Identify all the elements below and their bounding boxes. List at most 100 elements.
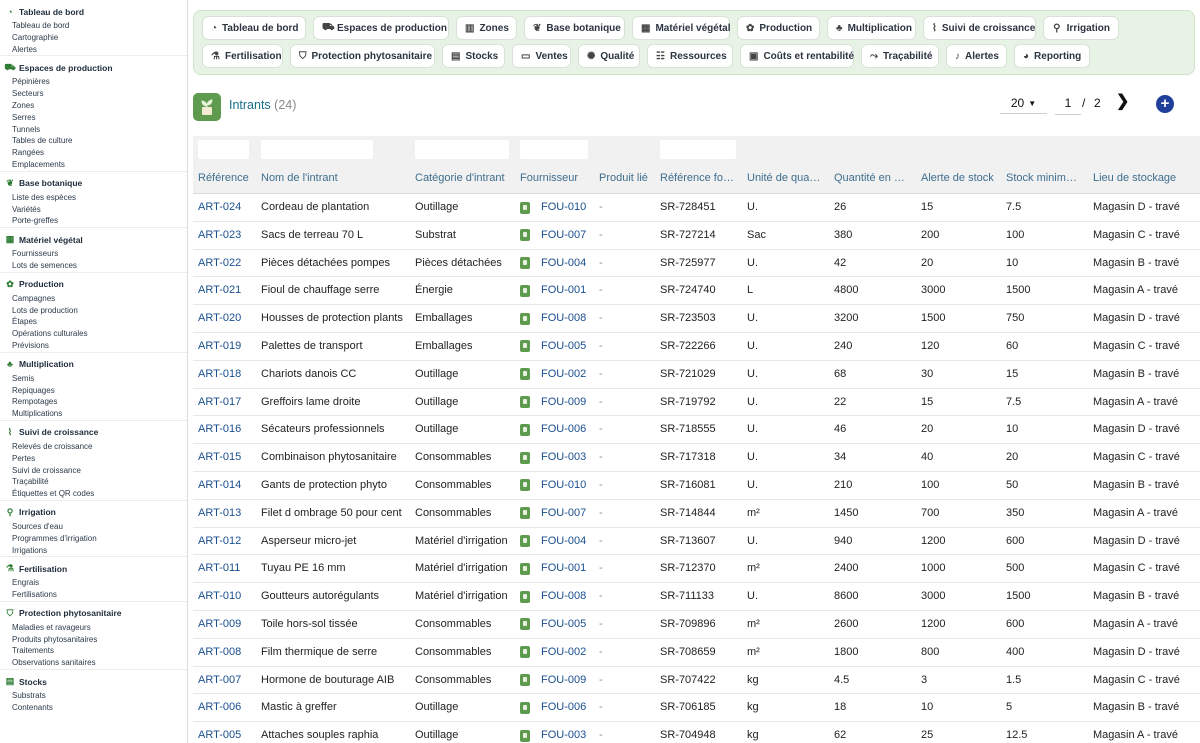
supplier-link[interactable]: FOU-009 bbox=[520, 667, 598, 694]
sidebar-section-header[interactable]: ⚲ Irrigation bbox=[0, 504, 187, 521]
supplier-link[interactable]: FOU-003 bbox=[520, 722, 598, 743]
table-row[interactable]: ART-012 Asperseur micro-jet Matériel d'irr… bbox=[193, 528, 1200, 556]
sidebar-item[interactable]: Substrats bbox=[12, 691, 46, 701]
sidebar-item[interactable]: Programmes d'irrigation bbox=[12, 533, 97, 543]
supplier-link[interactable]: FOU-001 bbox=[520, 555, 598, 582]
sidebar-item[interactable]: Lots de semences bbox=[12, 260, 77, 270]
sidebar-section-header[interactable]: ⌇ Suivi de croissance bbox=[0, 424, 187, 441]
sidebar-section-header[interactable]: ◔ Tableau de bord bbox=[0, 3, 187, 20]
table-row[interactable]: ART-005 Attaches souples raphia Outillage F… bbox=[193, 722, 1200, 743]
sidebar-section-header[interactable]: ⚗ Fertilisation bbox=[0, 560, 187, 577]
reference-link[interactable]: ART-017 bbox=[198, 395, 242, 408]
sidebar-item[interactable]: Fertilisations bbox=[12, 590, 57, 600]
table-row[interactable]: ART-008 Film thermique de serre Consommabl… bbox=[193, 639, 1200, 667]
reference-link[interactable]: ART-008 bbox=[198, 645, 242, 658]
nav-button[interactable]: ⛉ Protection phytosanitaire bbox=[290, 44, 435, 68]
sidebar-item[interactable]: Porte-greffes bbox=[12, 216, 59, 226]
sidebar-item[interactable]: Variétés bbox=[12, 204, 41, 214]
nav-button[interactable]: ▭ Ventes bbox=[512, 44, 571, 68]
sidebar-item[interactable]: Contenants bbox=[12, 702, 53, 712]
sidebar-item[interactable]: Campagnes bbox=[12, 293, 56, 303]
reference-link[interactable]: ART-024 bbox=[198, 201, 242, 213]
reference-link[interactable]: ART-021 bbox=[198, 284, 242, 297]
table-row[interactable]: ART-011 Tuyau PE 16 mm Matériel d'irrigati… bbox=[193, 555, 1200, 584]
sidebar-item[interactable]: Pépinières bbox=[12, 77, 50, 87]
table-row[interactable]: ART-014 Gants de protection phyto Consomma… bbox=[193, 472, 1200, 500]
sidebar-item[interactable]: Traçabilité bbox=[12, 477, 49, 487]
nav-button[interactable]: ▦ Matériel végétal bbox=[632, 16, 731, 40]
reference-link[interactable]: ART-014 bbox=[198, 478, 242, 491]
table-row[interactable]: ART-020 Housses de protection plants Embal… bbox=[193, 305, 1200, 333]
reference-link[interactable]: ART-007 bbox=[198, 673, 242, 686]
supplier-link[interactable]: FOU-006 bbox=[520, 694, 598, 721]
nav-button[interactable]: ⌇ Suivi de croissance bbox=[923, 16, 1036, 40]
sidebar-item[interactable]: Semis bbox=[12, 373, 35, 383]
sidebar-item[interactable]: Prévisions bbox=[12, 340, 49, 350]
reference-link[interactable]: ART-006 bbox=[198, 701, 242, 714]
sidebar-item[interactable]: Tables de culture bbox=[12, 136, 73, 146]
page-number-input[interactable]: 1 bbox=[1055, 93, 1081, 115]
reference-link[interactable]: ART-022 bbox=[198, 256, 242, 269]
sidebar-item[interactable]: Tunnels bbox=[12, 124, 41, 134]
column-header[interactable]: Stock minim… bbox=[1006, 172, 1077, 184]
nav-button[interactable]: ⤳ Traçabilité bbox=[861, 44, 939, 68]
reference-link[interactable]: ART-015 bbox=[198, 451, 242, 464]
sidebar-section-header[interactable]: ♣ Multiplication bbox=[0, 356, 187, 373]
column-header[interactable]: Lieu de stockage bbox=[1093, 172, 1177, 184]
table-row[interactable]: ART-009 Toile hors-sol tissée Consommables… bbox=[193, 611, 1200, 639]
supplier-link[interactable]: FOU-005 bbox=[520, 611, 598, 638]
sidebar-item[interactable]: Irrigations bbox=[12, 545, 48, 555]
column-filter-input[interactable] bbox=[198, 140, 249, 159]
column-filter-input[interactable] bbox=[415, 140, 509, 159]
reference-link[interactable]: ART-013 bbox=[198, 506, 242, 519]
nav-button[interactable]: ▥ Zones bbox=[456, 16, 517, 40]
sidebar-item[interactable]: Alertes bbox=[12, 44, 37, 54]
sidebar-section-header[interactable]: ⛉ Protection phytosanitaire bbox=[0, 605, 187, 622]
column-header[interactable]: Fournisseur bbox=[520, 172, 579, 184]
sidebar-item[interactable]: Engrais bbox=[12, 578, 40, 588]
sidebar-item[interactable]: Serres bbox=[12, 112, 36, 122]
sidebar-item[interactable]: Zones bbox=[12, 100, 35, 110]
sidebar-item[interactable]: Étiquettes et QR codes bbox=[12, 489, 95, 499]
column-header[interactable]: Catégorie d'intrant bbox=[415, 172, 505, 184]
column-header[interactable]: Référence bbox=[198, 172, 249, 184]
sidebar-section-header[interactable]: ▤ Stocks bbox=[0, 673, 187, 690]
sidebar-item[interactable]: Cartographie bbox=[12, 32, 59, 42]
column-header[interactable]: Produit lié bbox=[599, 172, 648, 184]
sidebar-item[interactable]: Traitements bbox=[12, 646, 54, 656]
add-button[interactable]: + bbox=[1156, 95, 1174, 113]
supplier-link[interactable]: FOU-001 bbox=[520, 277, 598, 304]
reference-link[interactable]: ART-020 bbox=[198, 312, 242, 325]
nav-button[interactable]: ❦ Base botanique bbox=[524, 16, 625, 40]
sidebar-item[interactable]: Liste des espèces bbox=[12, 192, 77, 202]
nav-button[interactable]: ▤ Stocks bbox=[442, 44, 505, 68]
sidebar-item[interactable]: Relevés de croissance bbox=[12, 441, 93, 451]
table-row[interactable]: ART-010 Goutteurs autorégulants Matériel d… bbox=[193, 583, 1200, 611]
sidebar-item[interactable]: Observations sanitaires bbox=[12, 658, 96, 668]
nav-button[interactable]: ◕ Reporting bbox=[1014, 44, 1090, 68]
table-row[interactable]: ART-022 Pièces détachées pompes Pièces dét… bbox=[193, 250, 1200, 278]
column-header[interactable]: Quantité en … bbox=[834, 172, 905, 184]
sidebar-section-header[interactable]: ❦ Base botanique bbox=[0, 175, 187, 192]
supplier-link[interactable]: FOU-005 bbox=[520, 333, 598, 360]
table-row[interactable]: ART-016 Sécateurs professionnels Outillage… bbox=[193, 416, 1200, 445]
nav-button[interactable]: ♪ Alertes bbox=[946, 44, 1007, 68]
sidebar-item[interactable]: Rangées bbox=[12, 148, 45, 158]
reference-link[interactable]: ART-018 bbox=[198, 367, 242, 380]
table-row[interactable]: ART-018 Chariots danois CC Outillage FOU-00… bbox=[193, 361, 1200, 389]
sidebar-item[interactable]: Maladies et ravageurs bbox=[12, 622, 91, 632]
sidebar-item[interactable]: Multiplications bbox=[12, 409, 63, 419]
supplier-link[interactable]: FOU-007 bbox=[520, 500, 598, 527]
sidebar-item[interactable]: Repiquages bbox=[12, 385, 55, 395]
next-page-icon[interactable]: ❯ bbox=[1116, 93, 1130, 110]
column-filter-input[interactable] bbox=[660, 140, 736, 159]
reference-link[interactable]: ART-010 bbox=[198, 590, 242, 603]
table-row[interactable]: ART-017 Greffoirs lame droite Outillage FOU… bbox=[193, 389, 1200, 417]
nav-button[interactable]: ▣ Coûts et rentabilité bbox=[740, 44, 854, 68]
column-header[interactable]: Unité de qua… bbox=[747, 172, 821, 184]
table-row[interactable]: ART-024 Cordeau de plantation Outillage FOU… bbox=[193, 194, 1200, 222]
supplier-link[interactable]: FOU-004 bbox=[520, 250, 598, 277]
table-row[interactable]: ART-007 Hormone de bouturage AIB Consommab… bbox=[193, 667, 1200, 695]
table-row[interactable]: ART-013 Filet d ombrage 50 pour cent Conso… bbox=[193, 500, 1200, 528]
supplier-link[interactable]: FOU-008 bbox=[520, 583, 598, 610]
